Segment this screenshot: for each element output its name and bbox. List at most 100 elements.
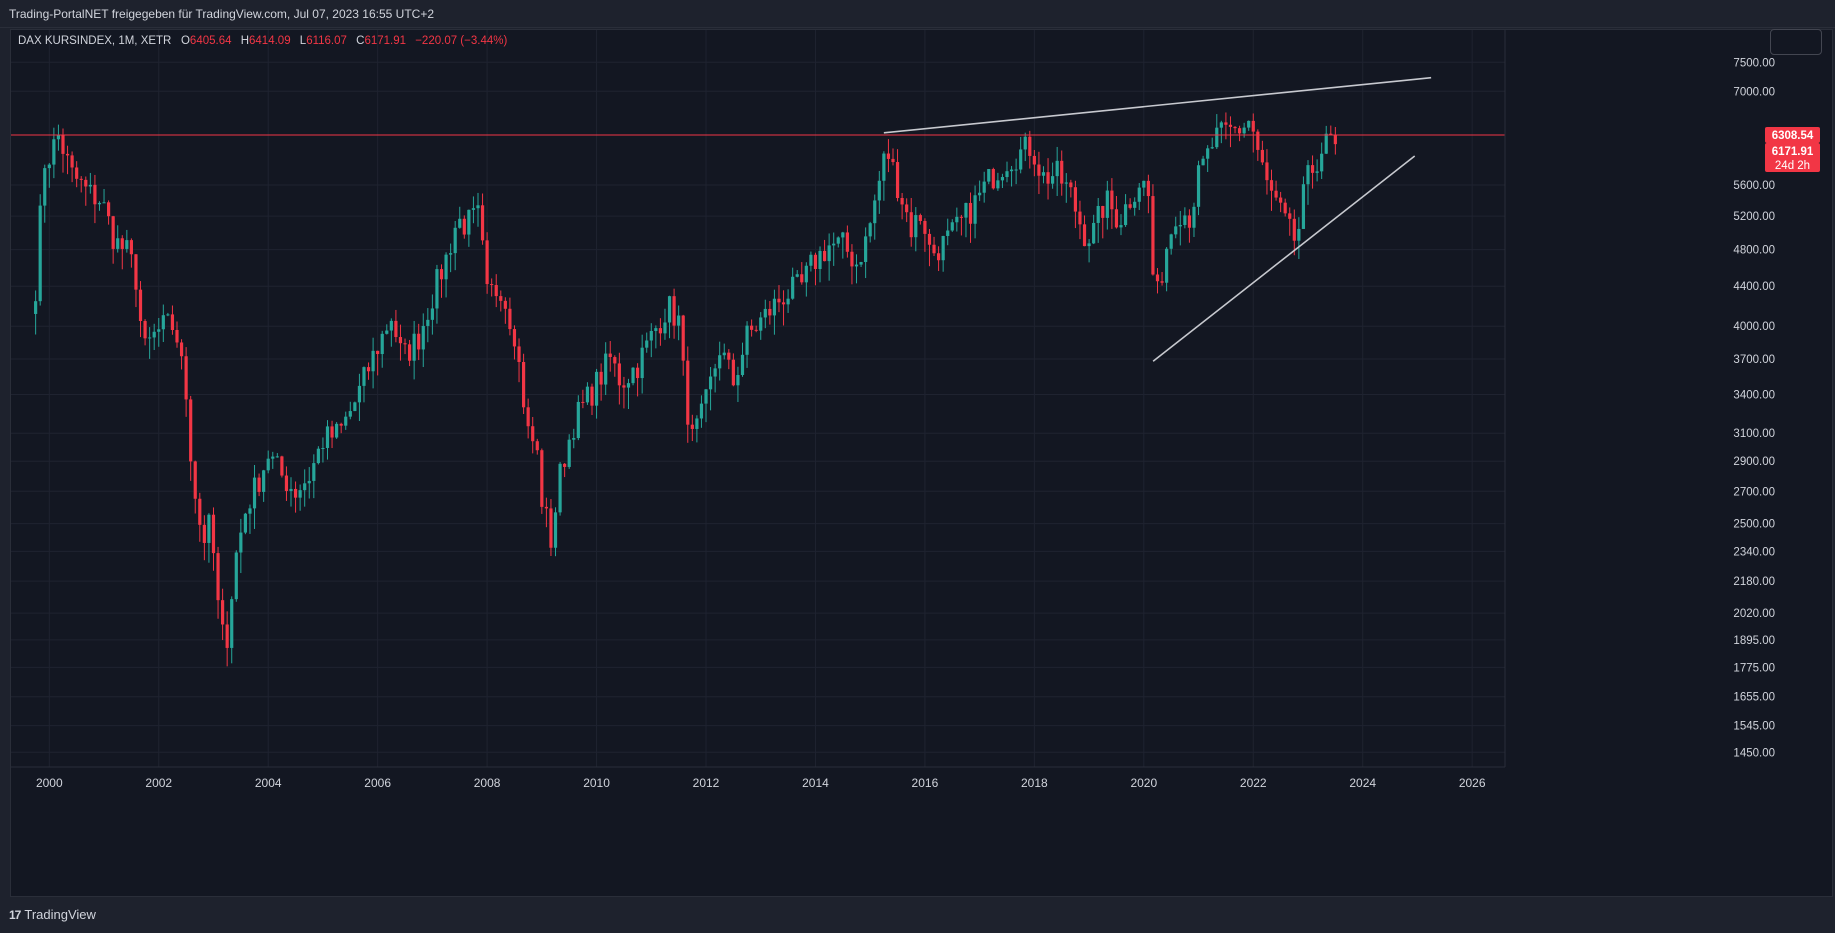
candle-down: [366, 367, 371, 372]
candle-down: [549, 508, 553, 548]
candle-down: [503, 300, 507, 309]
legend-low-label: L: [299, 35, 307, 47]
candle-down: [1110, 190, 1114, 210]
candle-up: [1206, 148, 1210, 159]
candle-up: [166, 314, 170, 316]
candle-up: [772, 298, 777, 316]
candle-down: [690, 424, 694, 429]
y-tick-label: 7000.00: [1733, 86, 1775, 98]
candle-down: [293, 488, 298, 498]
candle-down: [1060, 160, 1064, 184]
candle-up: [34, 301, 38, 314]
candle-up: [52, 139, 56, 165]
candle-up: [718, 355, 722, 369]
candle-up: [736, 375, 740, 386]
candle-up: [449, 253, 453, 255]
candle-up: [344, 416, 348, 426]
candle-down: [781, 302, 786, 305]
candle-up: [116, 238, 120, 249]
candle-down: [526, 407, 530, 427]
candle-up: [476, 205, 480, 209]
candle-down: [61, 134, 65, 154]
candle-down: [531, 426, 535, 442]
candle-up: [654, 328, 658, 331]
candle-up: [576, 401, 580, 439]
candle-up: [1165, 248, 1169, 283]
candle-down: [193, 461, 197, 499]
candle-up: [695, 418, 699, 429]
candle-down: [1274, 190, 1278, 198]
candle-down: [134, 254, 138, 290]
candle-up: [471, 208, 476, 210]
candle-down: [1187, 215, 1192, 228]
candle-down: [512, 329, 517, 347]
tradingview-logo[interactable]: 17 TradingView: [9, 907, 96, 922]
x-tick-label: 2022: [1240, 776, 1267, 790]
candle-up: [371, 350, 375, 372]
candle-up: [832, 243, 836, 246]
legend-high-value: 6414.09: [249, 35, 291, 47]
candle-up: [677, 315, 681, 326]
candle-up: [836, 237, 840, 244]
candle-up: [1315, 171, 1319, 173]
candle-down: [1114, 209, 1119, 228]
tradingview-logo-icon: 17: [9, 907, 21, 922]
candle-up: [1178, 224, 1182, 227]
candle-down: [1037, 164, 1041, 176]
candle-up: [1119, 225, 1123, 228]
x-tick-label: 2026: [1459, 776, 1486, 790]
last-price-label-box: [1765, 142, 1820, 172]
candle-up: [1092, 222, 1096, 244]
candle-up: [444, 254, 448, 280]
candle-up: [873, 200, 877, 224]
candle-down: [284, 475, 289, 492]
candle-up: [946, 230, 950, 236]
candle-down: [658, 328, 663, 334]
candle-up: [298, 490, 302, 498]
y-tick-label: 4000.00: [1733, 321, 1775, 333]
trendline: [883, 76, 1432, 134]
candle-down: [754, 329, 758, 331]
candle-down: [1082, 224, 1087, 247]
candle-up: [1023, 136, 1027, 150]
candle-up: [157, 329, 161, 332]
chart-settings-button[interactable]: [1770, 29, 1822, 55]
candle-down: [681, 315, 685, 361]
candle-down: [850, 251, 854, 267]
candle-up: [380, 333, 384, 355]
candle-up: [1297, 228, 1301, 241]
candle-up: [1242, 127, 1246, 134]
candle-up: [271, 456, 275, 459]
candle-down: [540, 450, 544, 507]
candle-up: [795, 274, 799, 277]
candle-down: [1046, 172, 1050, 184]
candle-down: [179, 342, 184, 357]
candle-down: [1251, 120, 1255, 132]
candle-down: [845, 232, 849, 252]
candle-down: [1279, 197, 1283, 203]
candle-up: [708, 376, 713, 390]
candle-down: [403, 343, 407, 345]
y-tick-label: 1775.00: [1733, 662, 1775, 674]
candle-down: [923, 220, 927, 234]
candle-down: [1160, 281, 1164, 283]
candle-up: [704, 389, 708, 404]
candle-down: [138, 289, 143, 322]
candle-down: [398, 337, 403, 344]
legend-close-label: C: [356, 35, 365, 47]
candle-down: [1078, 211, 1082, 225]
candle-down: [129, 240, 133, 255]
legend-high-label: H: [240, 35, 250, 47]
candle-down: [120, 238, 124, 249]
candle-down: [1265, 162, 1269, 181]
trendline: [1152, 155, 1416, 362]
legend-symbol: DAX KURSINDEX, 1M, XETR: [18, 35, 172, 47]
candle-up: [745, 325, 749, 355]
candle-down: [439, 269, 444, 280]
tradingview-logo-text: TradingView: [24, 907, 96, 922]
candle-down: [175, 330, 179, 343]
candle-down: [800, 274, 804, 283]
candle-up: [1000, 177, 1005, 181]
candle-down: [65, 153, 70, 156]
